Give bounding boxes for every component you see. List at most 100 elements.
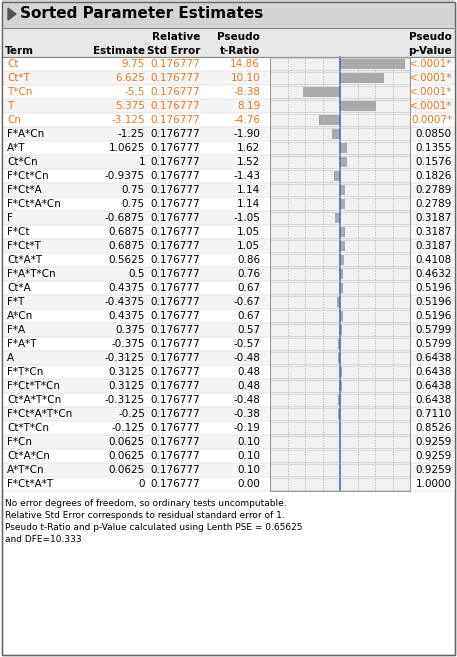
Bar: [3, 295, 455, 309]
Text: -0.67: -0.67: [233, 297, 260, 307]
Text: -0.3125: -0.3125: [105, 395, 145, 405]
Text: 0.57: 0.57: [237, 325, 260, 335]
Text: 0.4375: 0.4375: [109, 283, 145, 293]
Text: F*Cn: F*Cn: [7, 437, 32, 447]
Bar: [340, 143, 347, 153]
Text: 1.62: 1.62: [237, 143, 260, 153]
Text: 0.176777: 0.176777: [150, 297, 200, 307]
Text: Ct*T: Ct*T: [7, 73, 30, 83]
Text: 0.6438: 0.6438: [415, 381, 452, 391]
Text: -0.48: -0.48: [233, 395, 260, 405]
Text: 9.75: 9.75: [122, 59, 145, 69]
Text: 0.6438: 0.6438: [415, 367, 452, 377]
Text: 0.7110: 0.7110: [416, 409, 452, 419]
Text: 0.67: 0.67: [237, 283, 260, 293]
Text: F*Ct*A*T*Cn: F*Ct*A*T*Cn: [7, 409, 72, 419]
Polygon shape: [8, 8, 16, 20]
Bar: [3, 365, 455, 379]
Bar: [270, 198, 410, 210]
Text: 0.75: 0.75: [122, 199, 145, 209]
Bar: [3, 281, 455, 295]
Bar: [3, 239, 455, 253]
Bar: [2, 0, 455, 28]
Text: 0.176777: 0.176777: [150, 213, 200, 223]
Text: F*Ct*T*Cn: F*Ct*T*Cn: [7, 381, 60, 391]
Bar: [3, 253, 455, 267]
Text: Pseudo t-Ratio and p-Value calculated using Lenth PSE = 0.65625: Pseudo t-Ratio and p-Value calculated us…: [5, 523, 303, 532]
Bar: [3, 351, 455, 365]
Bar: [270, 268, 410, 280]
Bar: [340, 241, 345, 251]
Bar: [3, 127, 455, 141]
Bar: [270, 366, 410, 378]
Text: and DFE=10.333: and DFE=10.333: [5, 535, 82, 544]
Text: 0.9259: 0.9259: [415, 451, 452, 461]
Bar: [270, 380, 410, 392]
Text: 0.5196: 0.5196: [415, 311, 452, 321]
Bar: [3, 113, 455, 127]
Bar: [340, 59, 405, 69]
Text: -0.48: -0.48: [233, 353, 260, 363]
Text: 0.1355: 0.1355: [415, 143, 452, 153]
Text: 0.0007*: 0.0007*: [411, 115, 452, 125]
Text: 0.10: 0.10: [237, 465, 260, 475]
Text: -0.375: -0.375: [112, 339, 145, 349]
Text: Ct*T*Cn: Ct*T*Cn: [7, 423, 49, 433]
Text: 0: 0: [138, 479, 145, 489]
Bar: [270, 394, 410, 406]
Text: F*Ct*A*Cn: F*Ct*A*Cn: [7, 199, 61, 209]
Text: Relative: Relative: [152, 32, 200, 42]
Text: Estimate: Estimate: [93, 46, 145, 56]
Text: F*Ct*T: F*Ct*T: [7, 241, 41, 251]
Bar: [270, 422, 410, 434]
Text: F*Ct*Cn: F*Ct*Cn: [7, 171, 48, 181]
Bar: [303, 87, 340, 97]
Text: 0.86: 0.86: [237, 255, 260, 265]
Text: -0.3125: -0.3125: [105, 353, 145, 363]
Bar: [270, 58, 410, 70]
Bar: [3, 449, 455, 463]
Text: 0.6875: 0.6875: [109, 227, 145, 237]
Bar: [338, 339, 340, 349]
Bar: [270, 72, 410, 84]
Text: Ct*Cn: Ct*Cn: [7, 157, 37, 167]
Text: 0.176777: 0.176777: [150, 423, 200, 433]
Bar: [3, 155, 455, 169]
Text: 0.6875: 0.6875: [109, 241, 145, 251]
Bar: [3, 435, 455, 449]
Bar: [270, 156, 410, 168]
Text: 1.0000: 1.0000: [416, 479, 452, 489]
Text: 0.3187: 0.3187: [415, 227, 452, 237]
Text: -0.125: -0.125: [112, 423, 145, 433]
Bar: [340, 185, 345, 195]
Text: 6.625: 6.625: [115, 73, 145, 83]
Bar: [340, 269, 343, 279]
Text: 0.6438: 0.6438: [415, 395, 452, 405]
Bar: [270, 450, 410, 462]
Text: F*A*T: F*A*T: [7, 339, 37, 349]
Text: -1.25: -1.25: [118, 129, 145, 139]
Bar: [3, 211, 455, 225]
Text: 0.176777: 0.176777: [150, 101, 200, 111]
Bar: [338, 353, 340, 363]
Bar: [270, 128, 410, 140]
Bar: [270, 338, 410, 350]
Text: 0.176777: 0.176777: [150, 381, 200, 391]
Bar: [3, 393, 455, 407]
Bar: [3, 267, 455, 281]
Text: -0.57: -0.57: [233, 339, 260, 349]
Bar: [335, 213, 340, 223]
Bar: [270, 254, 410, 266]
Text: Relative Std Error corresponds to residual standard error of 1.: Relative Std Error corresponds to residu…: [5, 511, 285, 520]
Bar: [3, 99, 455, 113]
Bar: [340, 101, 376, 111]
Text: -1.43: -1.43: [233, 171, 260, 181]
Bar: [338, 409, 340, 419]
Text: -0.25: -0.25: [118, 409, 145, 419]
Text: <.0001*: <.0001*: [409, 101, 452, 111]
Bar: [270, 282, 410, 294]
Bar: [270, 170, 410, 182]
Bar: [340, 311, 343, 321]
Bar: [340, 367, 342, 377]
Text: Term: Term: [5, 46, 34, 56]
